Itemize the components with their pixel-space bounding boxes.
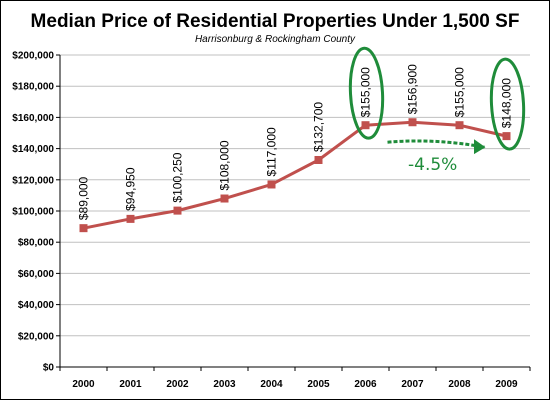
- x-tick-label: 2007: [401, 379, 424, 390]
- trend-arrow-shaft: [387, 139, 485, 149]
- data-label: $155,000: [359, 67, 373, 117]
- y-tick-label: $180,000: [12, 82, 54, 93]
- trend-arrow-head: [474, 139, 486, 155]
- data-label: $89,000: [77, 176, 91, 220]
- highlight-circle: [489, 57, 526, 151]
- percent-change-annotation: -4.5%: [408, 155, 457, 175]
- data-label: $108,000: [218, 140, 232, 190]
- data-point-marker: [220, 194, 229, 203]
- data-point-marker: [126, 214, 135, 223]
- data-point-marker: [267, 180, 276, 189]
- x-tick-label: 2001: [119, 379, 142, 390]
- x-tick-label: 2000: [72, 379, 95, 390]
- data-point-marker: [314, 155, 323, 164]
- data-label: $100,250: [171, 152, 185, 202]
- gridlines: [60, 54, 530, 337]
- price-series: [79, 118, 511, 233]
- data-point-marker: [408, 118, 417, 127]
- series-line: [83, 120, 507, 230]
- y-tick-label: $0: [43, 363, 55, 374]
- chart-title: Median Price of Residential Properties U…: [31, 11, 520, 32]
- y-tick-label: $80,000: [18, 238, 55, 249]
- y-tick-label: $160,000: [12, 113, 54, 124]
- axes: [56, 54, 531, 371]
- y-axis-tick-labels: $0 $20,000 $40,000 $60,000 $80,000 $100,000 $1…: [12, 51, 54, 374]
- chart-subtitle: Harrisonburg & Rockingham County: [195, 34, 356, 45]
- data-point-marker: [173, 206, 182, 215]
- y-tick-label: $100,000: [12, 207, 54, 218]
- x-tick-label: 2009: [495, 379, 518, 390]
- y-tick-label: $20,000: [18, 331, 55, 342]
- x-axis-tick-labels: 2000 2001 2002 2003 2004 2005 2006 2007 2008 2009: [72, 379, 518, 390]
- data-label: $117,000: [265, 127, 279, 176]
- highlight-circle: [348, 46, 385, 140]
- data-label: $156,900: [406, 64, 420, 114]
- x-tick-label: 2005: [307, 379, 330, 390]
- data-point-marker: [79, 224, 88, 233]
- y-tick-label: $120,000: [12, 175, 54, 186]
- x-tick-label: 2008: [448, 379, 471, 390]
- data-point-marker: [455, 121, 464, 130]
- data-label: $155,000: [453, 67, 467, 117]
- x-tick-label: 2006: [354, 379, 377, 390]
- annotations: -4.5%: [348, 46, 526, 175]
- x-tick-label: 2003: [213, 379, 236, 390]
- data-label: $132,700: [312, 102, 326, 152]
- y-tick-label: $140,000: [12, 144, 54, 155]
- x-tick-label: 2002: [166, 379, 189, 390]
- y-tick-label: $200,000: [12, 51, 54, 62]
- data-point-marker: [361, 121, 370, 130]
- y-tick-label: $40,000: [18, 300, 55, 311]
- data-labels: $89,000 $94,950 $100,250 $108,000 $117,000 $1…: [77, 64, 514, 220]
- data-label: $148,000: [500, 78, 514, 128]
- y-tick-label: $60,000: [18, 269, 55, 280]
- data-label: $94,950: [124, 167, 138, 211]
- data-point-marker: [502, 132, 511, 141]
- x-tick-label: 2004: [260, 379, 283, 390]
